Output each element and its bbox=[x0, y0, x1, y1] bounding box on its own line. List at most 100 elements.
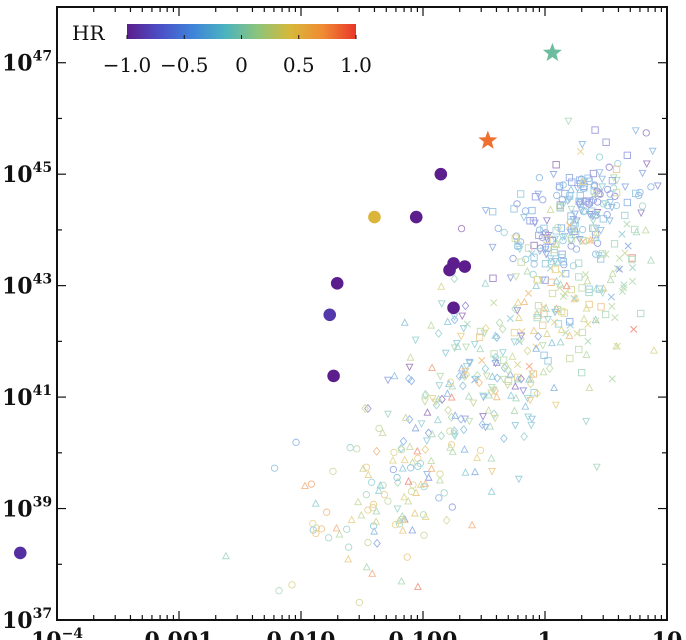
scatter-point bbox=[636, 188, 644, 197]
scatter-point bbox=[476, 344, 485, 353]
scatter-point bbox=[329, 467, 337, 476]
scatter-point bbox=[398, 526, 407, 534]
scatter-point bbox=[637, 309, 645, 318]
scatter-point bbox=[621, 183, 630, 191]
scatter-point bbox=[491, 386, 499, 396]
scatter-point bbox=[362, 491, 370, 499]
scatter-point bbox=[384, 376, 392, 385]
scatter-point bbox=[404, 477, 413, 485]
scatter-point bbox=[554, 320, 563, 328]
scatter-point bbox=[539, 321, 547, 329]
scatter-point bbox=[448, 503, 456, 511]
y-tick-label: 1043 bbox=[2, 272, 52, 300]
scatter-point bbox=[523, 266, 532, 275]
scatter-point bbox=[506, 274, 515, 282]
scatter-point bbox=[481, 279, 490, 287]
scatter-point bbox=[498, 324, 507, 334]
scatter-point bbox=[453, 342, 462, 350]
scatter-point bbox=[530, 253, 538, 261]
scatter-point bbox=[556, 337, 565, 346]
scatter-point bbox=[460, 371, 469, 381]
scatter-point bbox=[421, 512, 430, 520]
scatter-point bbox=[559, 236, 567, 245]
colorbar-tick-label: 1.0 bbox=[340, 53, 372, 77]
scatter-point bbox=[552, 227, 560, 235]
scatter-point bbox=[555, 182, 564, 190]
scatter-point bbox=[611, 192, 619, 200]
scatter-point bbox=[344, 554, 353, 563]
scatter-point bbox=[578, 141, 587, 149]
scatter-point bbox=[489, 208, 497, 216]
scatter-point bbox=[436, 372, 445, 381]
hr-colorbar: HR −1.0 −0.5 0 0.5 1.0 bbox=[72, 21, 372, 77]
scatter-point bbox=[631, 225, 639, 234]
scatter-point bbox=[510, 338, 519, 347]
scatter-point bbox=[393, 477, 402, 487]
scatter-point bbox=[457, 224, 466, 233]
scatter-point bbox=[486, 422, 495, 430]
scatter-point bbox=[528, 206, 536, 215]
scatter-point bbox=[540, 224, 548, 232]
scatter-point bbox=[375, 424, 383, 433]
scatter-point bbox=[406, 353, 415, 361]
scatter-point bbox=[491, 331, 500, 339]
scatter-point bbox=[427, 464, 436, 472]
scatter-point bbox=[490, 409, 498, 419]
scatter-point bbox=[575, 176, 584, 184]
scatter-point bbox=[443, 317, 452, 325]
scatter-point bbox=[384, 410, 392, 419]
scatter-point bbox=[457, 332, 466, 341]
scatter-point bbox=[428, 429, 437, 438]
scatter-point bbox=[494, 224, 502, 233]
scatter-point bbox=[560, 232, 569, 241]
highlight-point bbox=[368, 210, 381, 224]
scatter-point bbox=[592, 463, 601, 472]
scatter-point bbox=[535, 226, 544, 234]
scatter-point bbox=[400, 318, 409, 326]
scatter-point bbox=[487, 384, 496, 392]
scatter-point bbox=[621, 211, 629, 220]
scatter-point bbox=[503, 381, 512, 390]
scatter-point bbox=[530, 219, 539, 228]
scatter-point bbox=[270, 464, 279, 472]
scatter-point bbox=[594, 189, 603, 197]
scatter-point bbox=[550, 383, 559, 392]
highlight-point bbox=[13, 546, 27, 560]
scatter-point bbox=[378, 428, 387, 436]
scatter-point bbox=[599, 284, 608, 292]
scatter-point bbox=[539, 196, 547, 204]
x-tick-label: 0.010 bbox=[267, 628, 336, 640]
scatter-point bbox=[540, 310, 548, 318]
scatter-point bbox=[575, 345, 583, 354]
scatter-point bbox=[563, 197, 572, 206]
scatter-point bbox=[412, 488, 420, 496]
scatter-point bbox=[407, 376, 416, 386]
scatter-point bbox=[492, 392, 501, 401]
scatter-point bbox=[612, 188, 621, 197]
scatter-point bbox=[398, 511, 407, 520]
scatter-point bbox=[586, 235, 595, 244]
scatter-point bbox=[420, 531, 428, 539]
scatter-point bbox=[447, 441, 456, 449]
scatter-point bbox=[390, 371, 399, 380]
scatter-point bbox=[595, 285, 604, 293]
scatter-point bbox=[478, 356, 486, 364]
scatter-point bbox=[452, 340, 461, 348]
scatter-point bbox=[571, 227, 579, 235]
scatter-point bbox=[490, 299, 498, 307]
scatter-point bbox=[511, 382, 520, 390]
scatter-point bbox=[529, 326, 538, 334]
scatter-point bbox=[561, 189, 569, 198]
scatter-point bbox=[362, 562, 371, 571]
scatter-point bbox=[572, 245, 581, 253]
scatter-point bbox=[615, 254, 624, 262]
scatter-point bbox=[372, 517, 381, 525]
scatter-point bbox=[584, 337, 592, 345]
scatter-point bbox=[465, 359, 474, 368]
scatter-point bbox=[533, 276, 541, 284]
scatter-point bbox=[578, 177, 587, 186]
scatter-point bbox=[623, 198, 632, 207]
scatter-point bbox=[628, 255, 636, 264]
scatter-point bbox=[601, 310, 610, 319]
scatter-point bbox=[481, 364, 490, 374]
